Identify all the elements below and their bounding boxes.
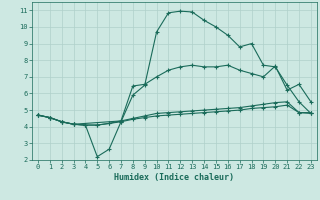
X-axis label: Humidex (Indice chaleur): Humidex (Indice chaleur) — [115, 173, 234, 182]
